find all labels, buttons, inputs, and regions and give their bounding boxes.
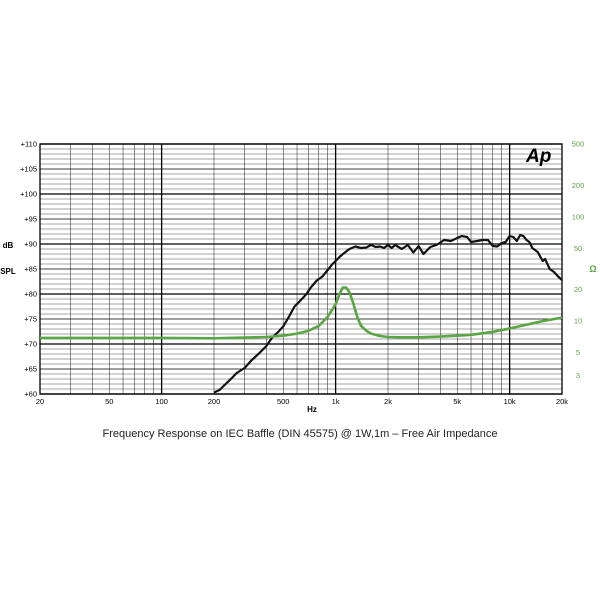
x-tick-label: 500 — [277, 397, 290, 406]
y-left-label-db: dB — [3, 241, 14, 250]
y-left-tick-label: +95 — [24, 215, 37, 224]
x-tick-label: 10k — [504, 397, 516, 406]
y-left-tick-label: +90 — [24, 240, 37, 249]
y-right-tick-label: 500 — [572, 140, 585, 149]
y-right-tick-label: 50 — [574, 244, 582, 253]
plot-border — [39, 143, 563, 395]
series-layer — [40, 233, 562, 394]
x-axis-ticks: 20 50 100 200 500 1k 2k 5k 10k 20k — [36, 397, 568, 406]
y-left-tick-label: +80 — [24, 290, 37, 299]
y-left-tick-label: +110 — [21, 140, 37, 149]
ap-logo: Ap — [525, 146, 551, 167]
x-tick-label: 200 — [208, 397, 221, 406]
spl-curve — [213, 233, 562, 394]
x-tick-label: 5k — [453, 397, 461, 406]
left-axis-ticks: +60 +65 +70 +75 +80 +85 +90 +95 +100 +105 +110 — [20, 140, 37, 399]
x-tick-label: 20 — [36, 397, 44, 406]
chart-title: Frequency Response on IEC Baffle (DIN 45… — [102, 428, 498, 440]
impedance-curve — [40, 286, 562, 340]
y-right-label-ohm: Ω — [589, 264, 596, 274]
y-left-tick-label: +65 — [24, 365, 37, 374]
x-axis-label: Hz — [307, 405, 317, 414]
x-tick-label: 1k — [332, 397, 340, 406]
y-left-label-spl: SPL — [0, 267, 16, 276]
y-right-tick-label: 100 — [572, 212, 585, 221]
y-right-tick-label: 20 — [574, 285, 582, 294]
x-tick-label: 50 — [105, 397, 113, 406]
y-left-tick-label: +105 — [20, 165, 37, 174]
plot-frame — [39, 143, 563, 395]
y-left-tick-label: +75 — [24, 315, 37, 324]
y-right-tick-label: 10 — [574, 317, 582, 326]
y-right-tick-label: 3 — [576, 371, 580, 380]
y-right-tick-label: 5 — [576, 348, 580, 357]
y-left-tick-label: +70 — [24, 340, 37, 349]
x-tick-label: 20k — [556, 397, 568, 406]
grid-layer — [39, 143, 563, 395]
x-tick-label: 2k — [384, 397, 392, 406]
y-left-tick-label: +60 — [24, 390, 37, 399]
x-tick-label: 100 — [155, 397, 168, 406]
y-left-tick-label: +85 — [24, 265, 37, 274]
y-left-tick-label: +100 — [20, 190, 37, 199]
right-axis-ticks: 3 5 10 20 50 100 200 500 — [572, 140, 585, 381]
y-right-tick-label: 200 — [572, 181, 585, 190]
